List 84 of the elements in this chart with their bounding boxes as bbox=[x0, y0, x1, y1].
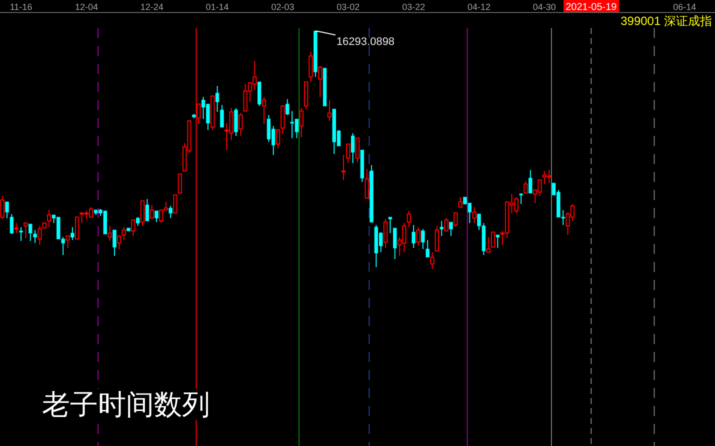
candlestick bbox=[524, 180, 528, 194]
candlestick bbox=[341, 154, 346, 180]
candlestick bbox=[430, 252, 434, 270]
x-tick-label: 04-12 bbox=[467, 2, 491, 12]
x-tick-label: 2021-05-19 bbox=[566, 2, 618, 13]
candlestick bbox=[10, 214, 14, 235]
candlestick bbox=[234, 108, 238, 136]
candlestick bbox=[154, 210, 158, 223]
candlestick bbox=[388, 216, 392, 234]
candlestick bbox=[528, 169, 532, 194]
candlestick bbox=[220, 104, 224, 128]
candlestick bbox=[444, 218, 448, 232]
chart-title: 399001 深证成指 bbox=[620, 14, 712, 28]
candlestick bbox=[24, 222, 28, 239]
candlestick bbox=[14, 222, 18, 234]
candlestick bbox=[314, 30, 318, 78]
candlestick bbox=[472, 206, 476, 224]
candlestick bbox=[136, 216, 140, 226]
candlestick bbox=[304, 81, 308, 110]
x-tick-label: 12-24 bbox=[140, 2, 164, 12]
candlestick bbox=[542, 170, 547, 185]
candlestick bbox=[454, 212, 458, 228]
candlestick bbox=[346, 144, 350, 164]
candlestick bbox=[38, 225, 42, 246]
candlestick bbox=[308, 52, 313, 82]
candlestick bbox=[70, 226, 74, 240]
candlestick bbox=[327, 100, 332, 122]
candlestick bbox=[496, 234, 500, 249]
candlestick bbox=[318, 65, 322, 98]
x-tick-label: 04-30 bbox=[532, 2, 556, 12]
candlestick bbox=[33, 229, 37, 244]
candlestick bbox=[196, 104, 201, 125]
candlestick bbox=[360, 150, 364, 182]
candlestick bbox=[393, 228, 397, 260]
x-tick-label: 01-14 bbox=[206, 2, 229, 12]
x-tick-label: 06-14 bbox=[673, 2, 696, 12]
candlestick bbox=[145, 198, 150, 222]
candlestick bbox=[350, 132, 355, 164]
candlestick bbox=[421, 228, 425, 250]
candlestick bbox=[416, 226, 420, 246]
x-tick-label: 03-02 bbox=[336, 2, 360, 12]
candlestick bbox=[150, 204, 154, 219]
candlestick bbox=[140, 200, 145, 226]
candlestick bbox=[122, 226, 126, 240]
candlestick bbox=[112, 230, 116, 256]
x-tick-label: 03-22 bbox=[402, 2, 426, 12]
candlestick bbox=[355, 138, 360, 163]
candlestick bbox=[42, 222, 46, 229]
candlestick bbox=[364, 168, 369, 199]
candlestick bbox=[426, 239, 430, 258]
candlestick bbox=[108, 225, 112, 242]
candlestick bbox=[458, 196, 462, 208]
candlestick bbox=[286, 98, 290, 116]
candlestick bbox=[486, 236, 490, 253]
candlestick bbox=[262, 96, 266, 125]
candlestick bbox=[440, 220, 444, 236]
candlestick bbox=[299, 108, 304, 138]
candlestick bbox=[168, 205, 172, 219]
candlestick bbox=[117, 235, 122, 250]
x-tick-label: 02-03 bbox=[271, 2, 294, 12]
candlestick bbox=[5, 202, 9, 219]
text: 老子时间数列 bbox=[42, 389, 210, 420]
candlestick bbox=[66, 235, 70, 249]
candlestick bbox=[131, 219, 136, 236]
candlestick bbox=[383, 218, 388, 249]
candlestick bbox=[412, 224, 416, 249]
candlestick bbox=[258, 82, 262, 106]
candlestick bbox=[276, 128, 280, 149]
candlestick bbox=[370, 164, 374, 222]
x-tick-label: 11-16 bbox=[10, 2, 32, 12]
candlestick bbox=[280, 104, 285, 135]
x-tick-label: 12-04 bbox=[74, 2, 98, 12]
candlestick bbox=[28, 224, 32, 242]
annotation: 16293.0898 bbox=[336, 36, 395, 48]
candlestick bbox=[449, 222, 453, 236]
candlestick bbox=[46, 209, 52, 228]
candlestick bbox=[210, 95, 215, 131]
candlestick bbox=[215, 85, 220, 112]
candlestick bbox=[19, 226, 23, 242]
candlestick bbox=[406, 210, 412, 228]
candlestick bbox=[0, 195, 4, 220]
candlestick bbox=[519, 192, 523, 205]
candlestick bbox=[434, 225, 440, 252]
candlestick bbox=[238, 112, 243, 136]
